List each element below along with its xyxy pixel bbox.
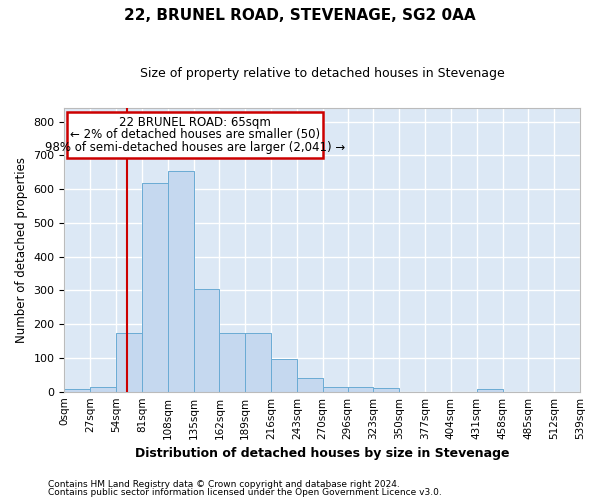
Text: 22 BRUNEL ROAD: 65sqm: 22 BRUNEL ROAD: 65sqm (119, 116, 271, 128)
Bar (271, 358, 297, 392)
Y-axis label: Number of detached properties: Number of detached properties (15, 157, 28, 343)
Text: Contains HM Land Registry data © Crown copyright and database right 2024.: Contains HM Land Registry data © Crown c… (48, 480, 400, 489)
Bar (476, 389, 503, 392)
X-axis label: Distribution of detached houses by size in Stevenage: Distribution of detached houses by size … (135, 447, 509, 460)
Bar (194, 288, 220, 392)
Bar (168, 170, 194, 392)
Bar (245, 332, 271, 392)
Bar (90, 387, 116, 392)
Title: Size of property relative to detached houses in Stevenage: Size of property relative to detached ho… (140, 68, 505, 80)
Text: ← 2% of detached houses are smaller (50): ← 2% of detached houses are smaller (50) (70, 128, 320, 141)
Bar (220, 332, 245, 392)
Text: Contains public sector information licensed under the Open Government Licence v3: Contains public sector information licen… (48, 488, 442, 497)
Bar (116, 332, 142, 392)
Bar (142, 183, 168, 392)
Bar (67, 112, 323, 158)
Bar (373, 388, 399, 392)
Bar (297, 378, 323, 392)
Bar (64, 389, 90, 392)
Text: 98% of semi-detached houses are larger (2,041) →: 98% of semi-detached houses are larger (… (45, 141, 345, 154)
Bar (347, 386, 373, 392)
Bar (323, 386, 347, 392)
Text: 22, BRUNEL ROAD, STEVENAGE, SG2 0AA: 22, BRUNEL ROAD, STEVENAGE, SG2 0AA (124, 8, 476, 22)
